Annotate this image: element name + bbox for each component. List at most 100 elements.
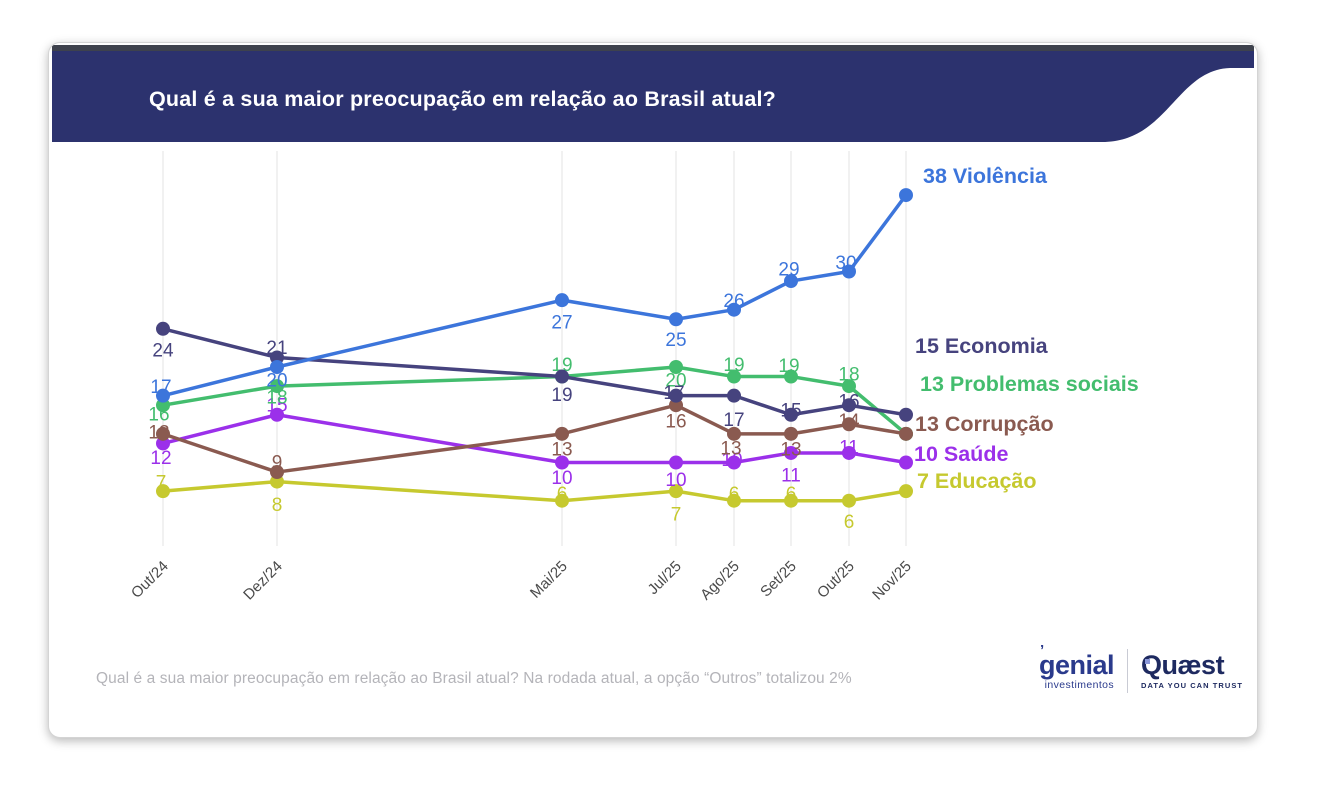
genial-subtitle: investimentos <box>1044 678 1115 691</box>
point-label: 27 <box>551 313 572 334</box>
series-end-label: 15 Economia <box>915 334 1049 358</box>
data-point <box>270 360 284 374</box>
data-point <box>555 493 569 508</box>
data-point <box>156 321 170 336</box>
data-point <box>727 455 741 470</box>
point-label: 6 <box>729 484 740 505</box>
data-point <box>727 369 741 384</box>
data-point <box>555 293 569 308</box>
banner-top-strip <box>52 45 1254 53</box>
data-point <box>899 455 913 470</box>
point-label: 17 <box>150 377 171 398</box>
genial-logo: ’ genial investimentos <box>1039 643 1115 691</box>
data-point <box>669 484 683 499</box>
data-point <box>727 493 741 508</box>
series-line-Economia <box>161 327 908 417</box>
data-point <box>899 426 913 441</box>
data-point <box>156 388 170 403</box>
point-label: 14 <box>838 411 860 432</box>
point-label: 7 <box>156 473 167 494</box>
x-axis-label: Jul/25 <box>645 558 685 598</box>
point-label: 12 <box>150 448 171 469</box>
data-point <box>727 426 741 441</box>
data-point <box>842 379 856 394</box>
line-chart: Out/24 Dez/24 Mai/25 Jul/25 Ago/25 Set/25 Out/… <box>128 151 1139 604</box>
x-axis-label: Dez/24 <box>240 558 286 604</box>
genial-accent-mark: ’ <box>1040 641 1044 659</box>
data-point <box>899 484 913 499</box>
point-label: 24 <box>152 340 174 361</box>
data-point <box>784 407 798 422</box>
x-axis-label: Set/25 <box>757 558 800 601</box>
series-line-Educação <box>161 479 908 503</box>
data-point <box>669 455 683 470</box>
data-point <box>842 398 856 413</box>
point-label: 30 <box>835 253 856 274</box>
data-point <box>899 407 913 422</box>
point-label: 13 <box>720 438 741 459</box>
quaest-tagline: DATA YOU CAN TRUST <box>1141 681 1243 691</box>
x-axis-label: Nov/25 <box>869 558 915 604</box>
genial-wordmark: ’ genial <box>1039 643 1115 680</box>
data-point <box>669 388 683 403</box>
point-label: 17 <box>723 410 744 431</box>
point-label: 26 <box>723 291 744 312</box>
point-label: 21 <box>266 338 287 359</box>
banner-navy-shape <box>52 51 1254 142</box>
data-point <box>727 388 741 403</box>
point-label: 6 <box>844 512 855 533</box>
data-point <box>555 426 569 441</box>
series-end-label: 7 Educação <box>917 469 1037 493</box>
data-point <box>270 465 284 480</box>
point-label: 18 <box>838 365 859 386</box>
point-label: 16 <box>838 392 859 413</box>
point-label: 7 <box>671 505 682 526</box>
point-label: 29 <box>778 260 799 281</box>
data-point <box>842 493 856 508</box>
point-label: 8 <box>272 495 283 516</box>
point-label: 6 <box>557 484 568 505</box>
data-point <box>555 369 569 384</box>
series-end-label: 13 Corrupção <box>915 412 1054 436</box>
point-label: 10 <box>721 450 742 471</box>
page-title: Qual é a sua maior preocupação em relaçã… <box>149 87 776 111</box>
x-axis-label: Out/24 <box>128 558 172 602</box>
point-label: 16 <box>148 405 169 426</box>
chart-card: Qual é a sua maior preocupação em relaçã… <box>48 42 1258 738</box>
point-label: 13 <box>780 439 801 460</box>
series-line-Problemas sociais <box>161 365 908 436</box>
point-label: 20 <box>665 371 686 392</box>
x-axis-label: Mai/25 <box>527 558 571 602</box>
data-point <box>156 484 170 499</box>
point-label: 11 <box>839 437 859 458</box>
point-label: 17 <box>663 383 684 404</box>
series-end-label: 10 Saúde <box>914 442 1008 466</box>
data-point <box>156 426 170 441</box>
quaest-wordmark: Quæst <box>1141 650 1225 680</box>
data-point <box>842 445 856 460</box>
data-point <box>555 455 569 470</box>
data-point <box>784 426 798 441</box>
banner-swoosh <box>52 45 1254 142</box>
series-end-label: 13 Problemas sociais <box>920 372 1139 396</box>
point-label: 10 <box>551 468 572 489</box>
x-axis-label: Ago/25 <box>697 558 743 604</box>
point-label: 13 <box>551 439 572 460</box>
point-label: 20 <box>266 371 287 392</box>
quaest-pixel-icon <box>1145 659 1151 665</box>
data-point <box>784 369 798 384</box>
point-label: 11 <box>781 465 801 486</box>
series-line-Saúde <box>161 413 908 465</box>
genial-name: genial <box>1039 649 1115 680</box>
logo-group: ’ genial investimentos Quæst DATA YOU CAN… <box>1039 643 1243 693</box>
point-label: 13 <box>148 422 169 443</box>
point-label: 18 <box>266 388 287 409</box>
series-line-Violência <box>161 193 908 398</box>
point-label: 9 <box>272 453 283 474</box>
data-point <box>669 360 683 374</box>
chart-footnote: Qual é a sua maior preocupação em relaçã… <box>96 670 852 687</box>
point-label: 19 <box>723 355 744 376</box>
point-label: 19 <box>551 355 572 376</box>
data-point <box>842 417 856 432</box>
data-point <box>784 274 798 289</box>
